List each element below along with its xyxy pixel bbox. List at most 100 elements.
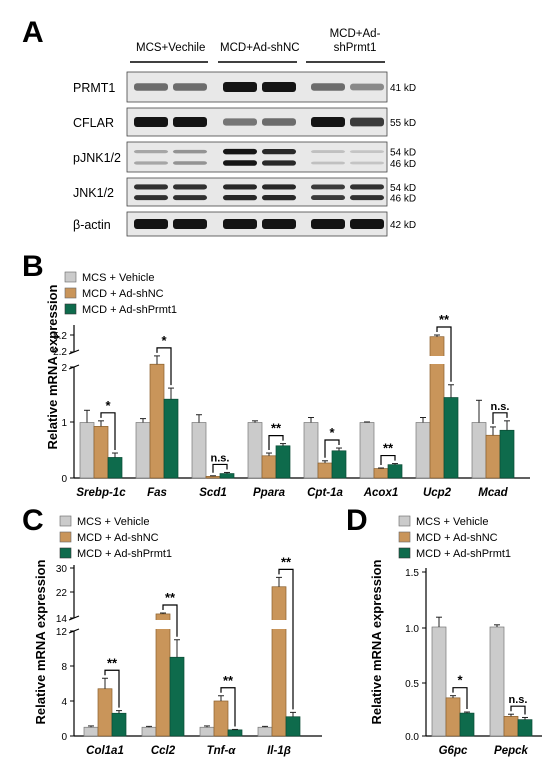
bar xyxy=(459,712,475,737)
category-label: Scd1 xyxy=(199,487,227,499)
legend-label-shnc: MCD + Ad-shNC xyxy=(77,532,159,544)
category-label: Cpt-1a xyxy=(307,487,343,499)
blot-band xyxy=(311,184,345,190)
significance-bracket xyxy=(492,412,508,424)
bar xyxy=(485,434,501,479)
legend-label-shprmt1: MCD + Ad-shPrmt1 xyxy=(77,548,172,560)
significance-label: ** xyxy=(223,673,234,688)
y-tick-c-2: 8 xyxy=(61,662,67,673)
legend-label-vehicle: MCS + Vehicle xyxy=(416,516,488,528)
blot-band xyxy=(262,118,296,126)
legend-swatch-shnc xyxy=(398,531,411,543)
group-label-vehicle: MCS+Vechile xyxy=(136,42,205,54)
category-label: Col1a1 xyxy=(86,745,124,757)
blot-size-label: 55 kD xyxy=(390,118,416,129)
y-tick-b-2: 2 xyxy=(61,363,67,374)
blot-label: β-actin xyxy=(73,218,111,232)
bar xyxy=(257,726,273,737)
bar xyxy=(97,688,113,737)
category-label: G6pc xyxy=(439,745,468,757)
category-label: Il-1β xyxy=(267,745,291,757)
blot-band xyxy=(262,219,296,229)
bar xyxy=(261,455,277,479)
y-axis-b: 0 1 2 2.2 5.2 xyxy=(53,325,80,485)
significance-bracket xyxy=(452,687,468,710)
group-label-shprmt1: MCD+Ad- shPrmt1 xyxy=(330,28,381,54)
legend-swatch-shnc xyxy=(64,287,77,299)
significance-bracket xyxy=(436,326,452,382)
blot-band xyxy=(134,184,168,190)
bar xyxy=(489,626,505,737)
blot-size-label: 54 kD xyxy=(390,148,416,159)
bar xyxy=(205,475,221,479)
y-tick-c-5: 22 xyxy=(56,588,68,599)
blot-band xyxy=(311,195,345,201)
panel-letter-b: B xyxy=(22,250,44,283)
bar xyxy=(135,422,151,479)
bar xyxy=(213,700,229,737)
blot-band xyxy=(350,161,384,165)
significance-bracket xyxy=(268,434,284,451)
category-label: Ucp2 xyxy=(423,487,452,499)
blot-size-label: 42 kD xyxy=(390,220,416,231)
panel-letter-d: D xyxy=(346,504,368,537)
bar xyxy=(499,429,515,479)
panel-c: C Relative mRNA expression MCS + Vehicle… xyxy=(22,504,322,757)
blot-band xyxy=(223,82,257,92)
blot-band xyxy=(223,219,257,229)
bar xyxy=(111,712,127,737)
blot-band xyxy=(262,184,296,190)
significance-bracket xyxy=(156,347,172,386)
significance-label: ** xyxy=(383,441,394,456)
legend-swatch-shprmt1 xyxy=(59,547,72,559)
bar xyxy=(93,426,109,479)
blot-band xyxy=(262,160,296,166)
significance-label: ** xyxy=(439,312,450,327)
panel-d: D Relative mRNA expression MCS + Vehicle… xyxy=(346,504,542,757)
legend-c: MCS + Vehicle MCD + Ad-shNC MCD + Ad-shP… xyxy=(59,515,172,560)
blot-band xyxy=(134,219,168,229)
y-tick-c-1: 4 xyxy=(61,697,67,708)
blot-band xyxy=(134,117,168,127)
blot-frame xyxy=(126,177,388,207)
blot-band xyxy=(173,83,207,91)
bar xyxy=(445,697,461,737)
y-tick-b-3: 2.2 xyxy=(53,347,67,358)
significance-label: n.s. xyxy=(491,401,510,413)
bar xyxy=(317,462,333,479)
blot-label: pJNK1/2 xyxy=(73,151,121,165)
significance-label: n.s. xyxy=(211,452,230,464)
bar xyxy=(163,398,179,479)
blot-band xyxy=(311,150,345,154)
blot-label: PRMT1 xyxy=(73,81,115,95)
blot-label: CFLAR xyxy=(73,116,114,130)
blot-band xyxy=(134,149,168,154)
blot-band xyxy=(311,161,345,165)
blot-band xyxy=(350,195,384,201)
blot-band xyxy=(350,83,384,91)
significance-label: ** xyxy=(107,655,118,670)
blot-band xyxy=(173,161,207,165)
bar xyxy=(199,726,215,737)
legend-swatch-shprmt1 xyxy=(64,303,77,315)
blot-band xyxy=(350,150,384,153)
bar xyxy=(285,716,301,737)
blot-band xyxy=(262,82,296,92)
bar xyxy=(503,716,519,737)
blot-band xyxy=(134,83,168,91)
legend-swatch-vehicle xyxy=(59,515,72,527)
significance-bracket xyxy=(212,463,228,473)
svg-text:MCD+Ad-: MCD+Ad- xyxy=(330,28,381,40)
bar xyxy=(387,464,403,479)
significance-bracket xyxy=(104,669,120,708)
category-label: Pepck xyxy=(494,745,528,757)
significance-bracket xyxy=(100,412,116,451)
bar-chart-b: Srebp-1c * Fas * Scd1 n.s. Ppara ** Cpt-1a * Acox1… xyxy=(76,312,515,499)
y-tick-d-3: 1.5 xyxy=(405,568,419,579)
legend-label-shprmt1: MCD + Ad-shPrmt1 xyxy=(82,304,177,316)
bar-chart-c: Col1a1 ** Ccl2 ** Tnf-α ** Il-1β ** xyxy=(83,554,301,757)
blot-size-label: 54 kD xyxy=(390,183,416,194)
bar xyxy=(83,726,99,737)
y-tick-d-2: 1.0 xyxy=(405,624,419,635)
